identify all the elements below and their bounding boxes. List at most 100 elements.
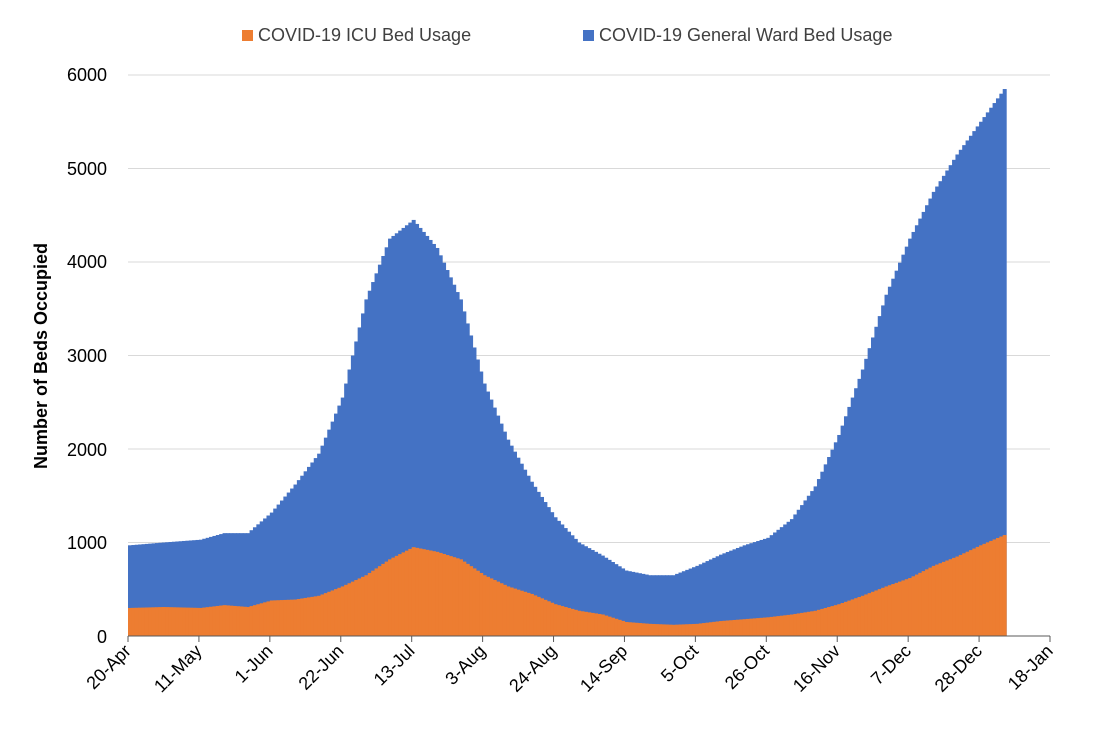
icu-bar [438, 552, 443, 636]
icu-bar [479, 572, 484, 636]
general-ward-bar [296, 480, 301, 636]
general-ward-bar [421, 231, 426, 637]
icu-bar [252, 605, 257, 636]
general-ward-bar [334, 413, 338, 636]
icu-bar [627, 622, 632, 636]
general-ward-bar [452, 284, 457, 636]
icu-bar [664, 624, 669, 636]
icu-bar [317, 595, 322, 636]
legend-swatch-general-ward [583, 30, 594, 41]
icu-bar [600, 614, 605, 636]
icu-bar [773, 616, 778, 636]
icu-bar [580, 611, 585, 636]
general-ward-bar [202, 538, 207, 636]
general-ward-bar [918, 218, 923, 636]
y-axis-title: Number of Beds Occupied [31, 243, 51, 469]
icu-bar [570, 608, 575, 636]
icu-bar [273, 600, 278, 636]
icu-bar [560, 606, 565, 636]
icu-bar [678, 624, 683, 636]
general-ward-bar [209, 536, 214, 636]
general-ward-bar [300, 475, 305, 636]
general-ward-bar [607, 559, 612, 636]
icu-bar [188, 607, 193, 636]
general-ward-bar [972, 131, 977, 636]
general-ward-bar [526, 475, 531, 636]
icu-bar [377, 566, 382, 636]
general-ward-bar [796, 509, 801, 636]
icu-bar [813, 610, 818, 636]
icu-bar [793, 613, 798, 636]
x-tick-label: 5-Oct [657, 641, 702, 686]
general-ward-bar [837, 434, 842, 636]
icu-bar [151, 607, 156, 636]
general-ward-bar [999, 93, 1004, 636]
general-ward-bar [779, 527, 784, 636]
general-ward-bar [887, 286, 892, 636]
icu-bar [357, 578, 362, 636]
general-ward-bar [178, 541, 183, 636]
general-ward-bar [843, 416, 848, 636]
general-ward-bar [881, 305, 886, 636]
general-ward-bar [877, 316, 882, 636]
general-ward-bar [712, 557, 717, 636]
general-ward-bar [952, 159, 957, 636]
icu-bar [860, 595, 865, 636]
general-ward-bar [472, 347, 477, 636]
general-ward-bar [401, 227, 406, 637]
icu-bar [553, 604, 558, 636]
general-ward-bar [479, 371, 484, 636]
general-ward-bar [219, 534, 224, 636]
y-tick-label: 4000 [67, 252, 107, 272]
general-ward-bar [982, 117, 987, 636]
general-ward-bar [692, 567, 696, 636]
icu-bar [985, 542, 990, 636]
icu-bar [607, 616, 612, 636]
general-ward-bar [489, 399, 494, 636]
general-ward-bar [128, 545, 132, 636]
general-ward-bar [256, 524, 261, 636]
general-ward-bar [290, 488, 295, 636]
general-ward-bar [431, 243, 436, 637]
icu-bar [536, 596, 541, 636]
general-ward-bar [556, 520, 561, 636]
general-ward-bar [654, 575, 659, 636]
icu-bar [431, 551, 436, 636]
general-ward-bar [894, 270, 899, 636]
icu-bar [391, 557, 396, 636]
general-ward-bar [357, 327, 362, 636]
legend: COVID-19 ICU Bed Usage COVID-19 General … [242, 25, 892, 45]
general-ward-bar [442, 262, 447, 636]
general-ward-bar [719, 554, 724, 636]
general-ward-bar [631, 571, 636, 636]
general-ward-bar [540, 496, 545, 636]
icu-bar [293, 599, 298, 636]
general-ward-bar [236, 533, 241, 636]
icu-bar [658, 624, 663, 636]
icu-bar [776, 616, 781, 636]
icu-bar [313, 596, 318, 636]
icu-bar [428, 550, 433, 636]
general-ward-bar [475, 359, 480, 636]
general-ward-bar [675, 573, 680, 636]
general-ward-bar [816, 479, 821, 636]
general-ward-bar [239, 533, 244, 636]
icu-bar [131, 607, 136, 636]
general-ward-bar [914, 225, 919, 636]
general-ward-bar [374, 273, 379, 636]
general-ward-bar [820, 471, 825, 636]
icu-bar [546, 601, 551, 636]
general-ward-bar [148, 543, 153, 636]
general-ward-bar [698, 564, 703, 636]
general-ward-bar [577, 542, 582, 636]
general-ward-bar [928, 198, 933, 636]
general-ward-bar [496, 415, 501, 636]
general-ward-bar [283, 496, 288, 636]
general-ward-bar [388, 238, 393, 636]
general-ward-bar [854, 388, 859, 636]
general-ward-bar [563, 528, 568, 636]
icu-bar [918, 572, 923, 636]
icu-bar [219, 605, 224, 636]
general-ward-bar [286, 492, 291, 636]
